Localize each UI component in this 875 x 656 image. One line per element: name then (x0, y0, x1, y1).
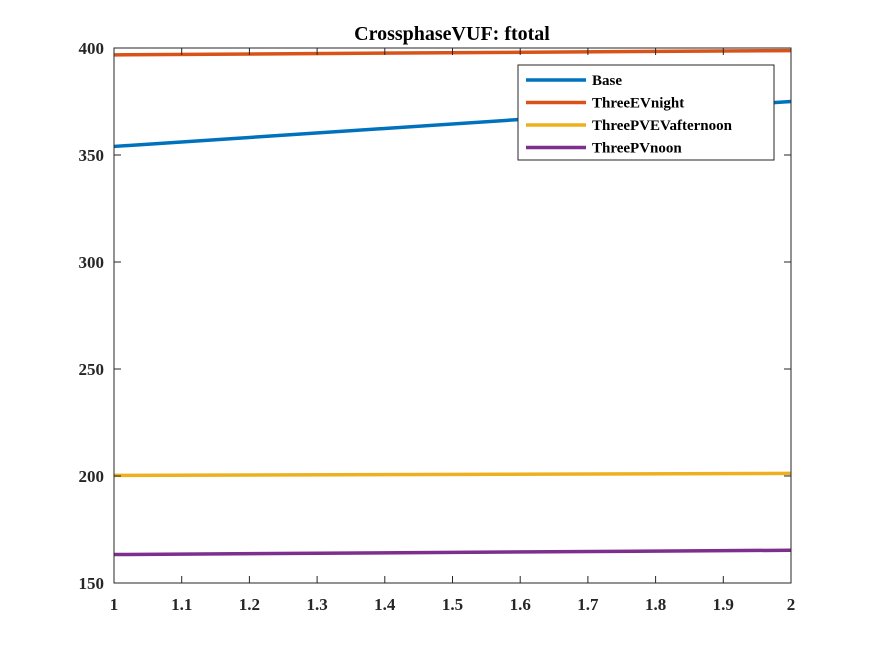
y-axis: 150 200 250 300 350 400 (79, 39, 791, 593)
x-tick-label: 1.1 (171, 595, 192, 614)
y-tick-label: 400 (79, 39, 105, 58)
legend-label-1: ThreeEVnight (592, 96, 684, 112)
legend: Base ThreeEVnight ThreePVEVafternoon ThreeP… (517, 64, 775, 161)
y-tick-label: 350 (79, 146, 105, 165)
legend-label-2: ThreePVEVafternoon (592, 118, 733, 134)
y-tick-label: 150 (79, 574, 105, 593)
x-tick-label: 1.4 (374, 595, 396, 614)
x-tick-label: 1.6 (510, 595, 531, 614)
y-tick-label: 200 (79, 467, 105, 486)
x-tick-label: 1.3 (306, 595, 327, 614)
series-line-2 (113, 471, 792, 478)
x-tick-label: 1.2 (239, 595, 260, 614)
x-axis: 1 1.1 1.2 1.3 1.4 1.5 1.6 1.7 1.8 1.9 2 (110, 48, 796, 614)
series-line-3 (113, 548, 792, 557)
x-tick-label: 1.5 (442, 595, 463, 614)
chart-title: CrossphaseVUF: ftotal (354, 23, 550, 45)
legend-label-0: Base (592, 73, 622, 89)
legend-label-3: ThreePVnoon (592, 141, 682, 157)
y-tick-label: 250 (79, 360, 105, 379)
y-tick-label: 300 (79, 253, 105, 272)
x-tick-label: 1.8 (645, 595, 666, 614)
x-tick-label: 1 (110, 595, 119, 614)
x-tick-label: 1.9 (713, 595, 734, 614)
x-tick-label: 1.7 (577, 595, 599, 614)
x-tick-label: 2 (787, 595, 796, 614)
